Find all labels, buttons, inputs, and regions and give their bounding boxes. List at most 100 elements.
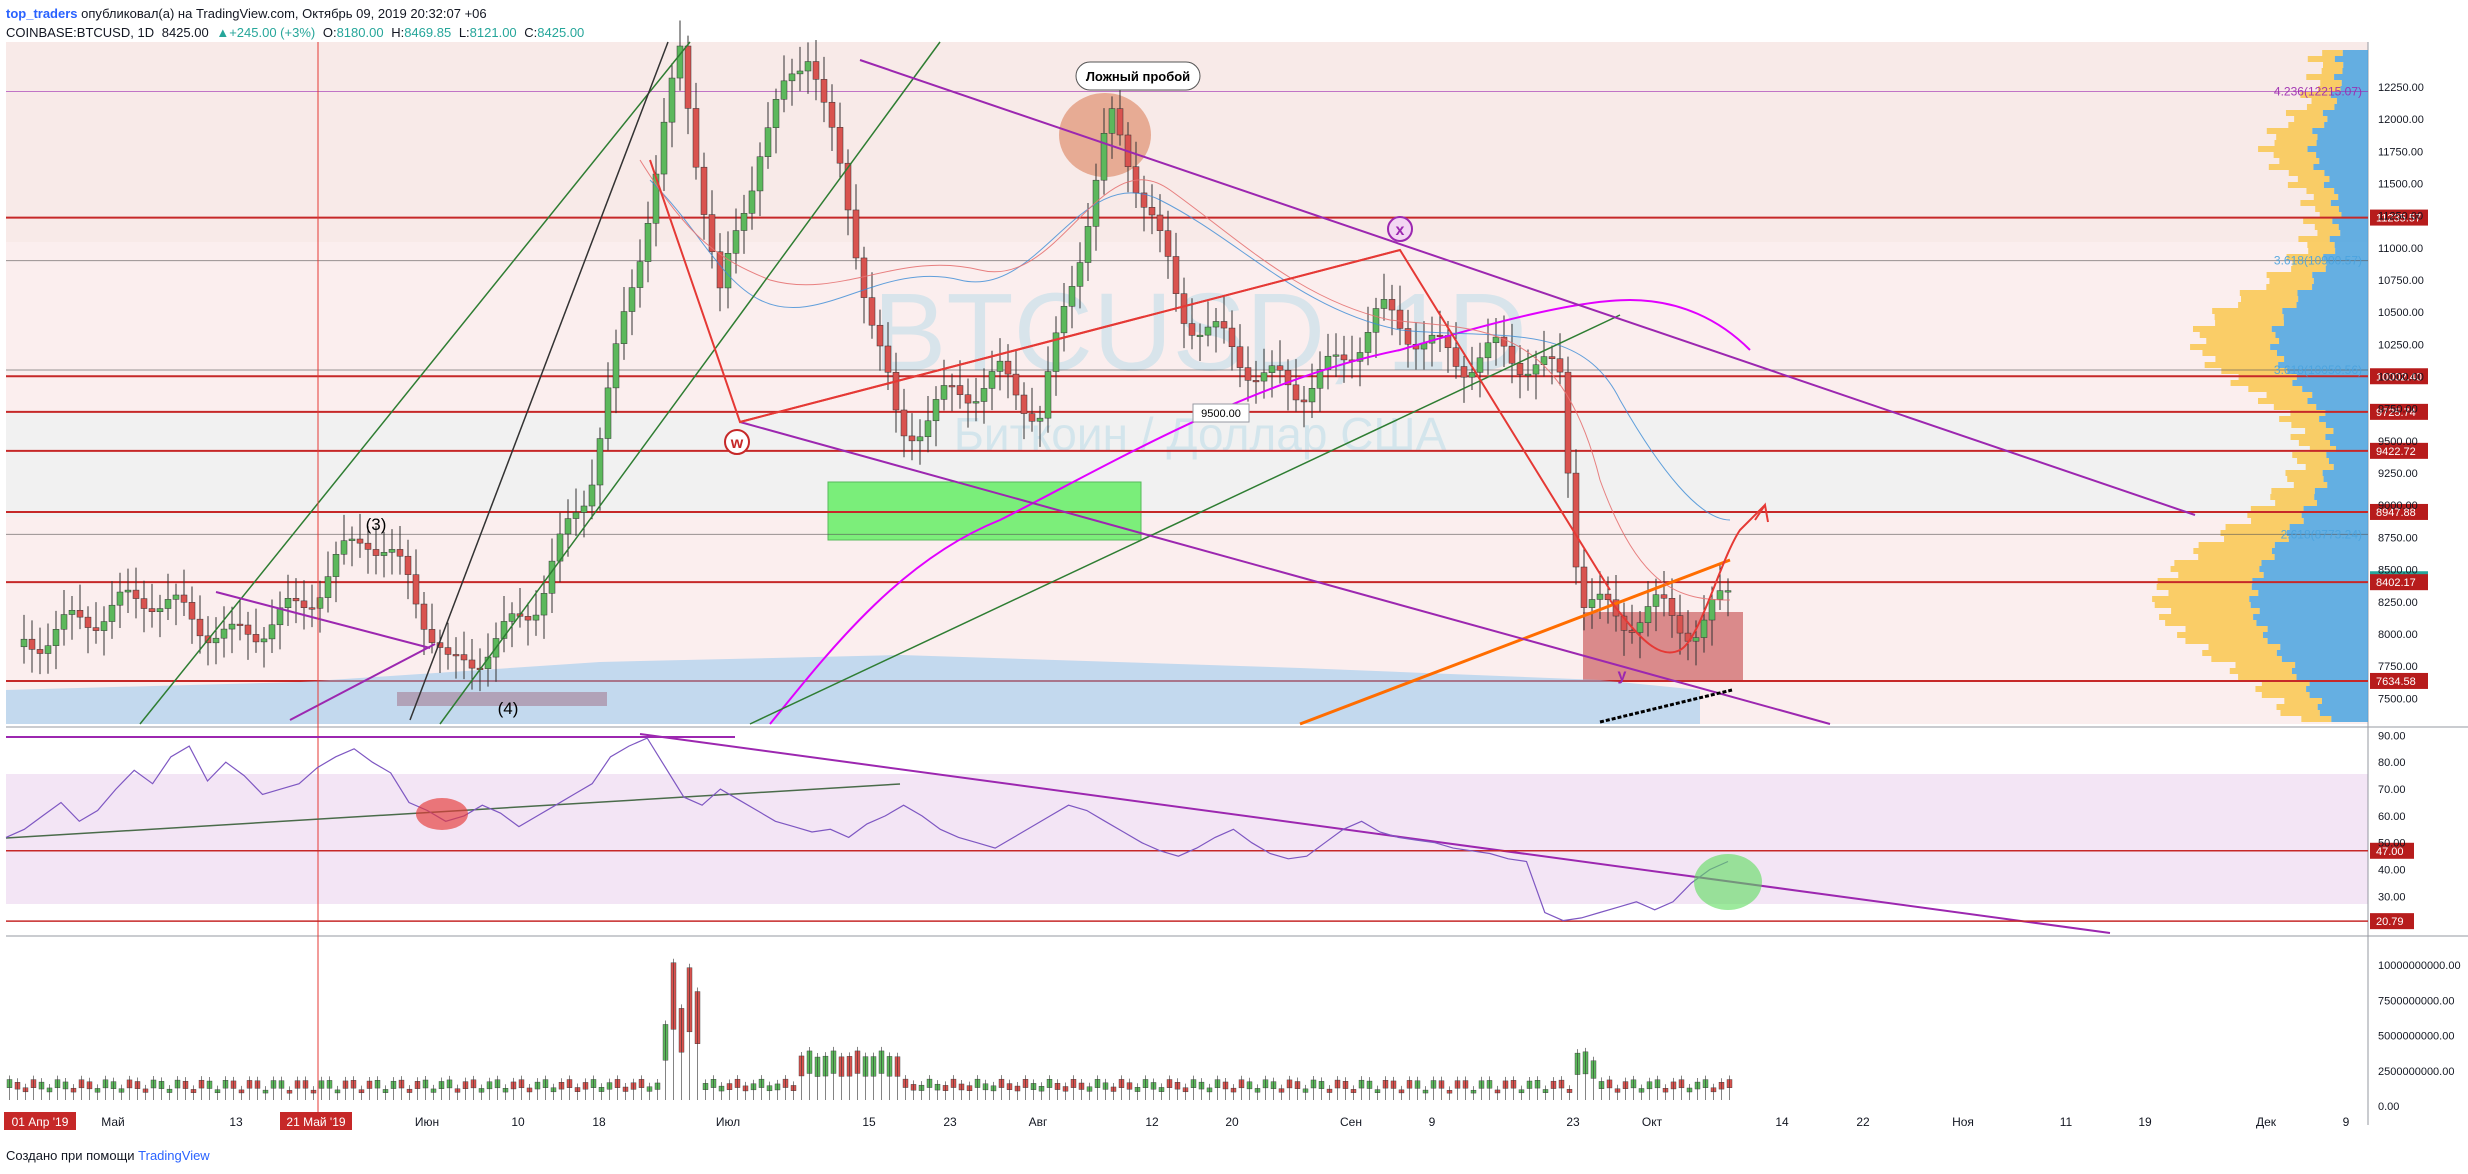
candle-body xyxy=(1452,347,1460,367)
candle-body xyxy=(1724,590,1732,593)
wave-w-marker[interactable]: w xyxy=(724,429,750,455)
candle-body xyxy=(52,629,60,646)
candle-body xyxy=(332,554,340,577)
vp-row-orange xyxy=(2292,260,2327,266)
vp-row-orange xyxy=(2306,74,2335,80)
vp-row-orange xyxy=(2177,632,2264,638)
vp-row-blue xyxy=(2323,182,2368,188)
candle-body xyxy=(1292,384,1300,401)
candle-body xyxy=(1012,373,1020,396)
rsi-down-trendline[interactable] xyxy=(639,733,2111,934)
wxy-path[interactable] xyxy=(649,159,1611,591)
time-axis-label: Окт xyxy=(1642,1115,1663,1129)
time-axis[interactable]: 01 Апр '19 Май 13 21 Май '19 Июн 10 18 Июл 15 23 А… xyxy=(4,1112,2350,1130)
ma-orange-line[interactable] xyxy=(1299,558,1731,726)
projection-arrow[interactable] xyxy=(1609,504,1766,654)
ma-blue-line[interactable] xyxy=(649,179,1731,521)
small-channel-line[interactable] xyxy=(215,591,431,649)
vp-row-blue xyxy=(2338,194,2368,200)
trend-line-green-3[interactable] xyxy=(749,314,1621,725)
trend-line-black[interactable] xyxy=(409,41,669,721)
candle-body xyxy=(812,61,820,80)
time-axis-label: Июл xyxy=(716,1115,740,1129)
vp-row-orange xyxy=(2305,428,2334,434)
low-value: 8121.00 xyxy=(469,25,517,40)
red-range-zone[interactable] xyxy=(1583,612,1743,680)
vp-row-blue xyxy=(2263,572,2368,578)
vp-row-orange xyxy=(2288,170,2325,176)
candle-body xyxy=(844,162,852,211)
candle-body xyxy=(1196,334,1204,337)
wave-4-label[interactable]: (4) xyxy=(498,699,519,718)
channel-lower-line[interactable] xyxy=(739,421,1831,725)
vp-row-blue xyxy=(2319,710,2368,716)
vp-row-blue xyxy=(2288,536,2368,542)
candle-body xyxy=(820,79,828,103)
vp-row-orange xyxy=(2230,380,2293,386)
vp-row-blue xyxy=(2309,680,2368,686)
price-tick-label: 12000.00 xyxy=(2378,114,2424,126)
vp-row-blue xyxy=(2334,188,2368,194)
chart-header: top_traders опубликовал(а) на TradingVie… xyxy=(6,4,1806,44)
candle-body xyxy=(84,616,92,628)
time-axis-label: 19 xyxy=(2138,1115,2152,1129)
vp-row-orange xyxy=(2300,92,2331,98)
price-axis[interactable]: 12250.00 12000.00 11750.00 11500.00 11250.00… xyxy=(2378,82,2424,705)
rsi-green-marker[interactable] xyxy=(1694,854,1762,910)
candle-body xyxy=(1700,619,1708,638)
time-axis-badge xyxy=(280,1112,352,1130)
candle-body xyxy=(1388,299,1396,311)
level-badge xyxy=(2370,403,2428,420)
vp-row-orange xyxy=(2288,122,2325,128)
rsi-axis[interactable]: 90.00 80.00 70.00 60.00 50.00 40.00 30.00 xyxy=(2378,730,2406,903)
vp-row-blue xyxy=(2279,338,2368,344)
candle-body xyxy=(1564,371,1572,474)
wave-y-marker[interactable]: y xyxy=(1618,667,1627,684)
ma-red-line[interactable] xyxy=(639,159,1731,601)
volume-axis[interactable]: 10000000000.00 7500000000.00 5000000000.00… xyxy=(2378,960,2461,1113)
vp-row-orange xyxy=(2287,476,2324,482)
candle-body xyxy=(644,223,652,262)
publish-info: опубликовал(а) на TradingView.com, Октяб… xyxy=(81,6,487,21)
rsi-line[interactable] xyxy=(5,737,1729,922)
candle-body xyxy=(1044,371,1052,419)
channel-upper-line[interactable] xyxy=(859,59,2196,516)
vp-row-blue xyxy=(2253,614,2368,620)
vp-row-orange xyxy=(2255,686,2307,692)
vp-row-orange xyxy=(2275,500,2317,506)
vp-row-blue xyxy=(2332,218,2368,224)
vp-row-blue xyxy=(2330,92,2368,98)
vp-row-orange xyxy=(2279,158,2320,164)
vp-row-blue xyxy=(2303,506,2368,512)
vp-row-orange xyxy=(2307,242,2335,248)
rsi-red-marker[interactable] xyxy=(416,798,468,830)
vp-row-blue xyxy=(2340,230,2368,236)
candle-body xyxy=(460,654,468,661)
price-tag-9500[interactable]: 9500.00 xyxy=(1192,403,1250,423)
candle-body xyxy=(1300,399,1308,403)
vp-row-orange xyxy=(2174,560,2262,566)
author-link[interactable]: top_traders xyxy=(6,6,78,21)
ma-200-line[interactable] xyxy=(769,298,1751,725)
false-breakout-label[interactable]: Ложный пробой xyxy=(1075,61,1201,91)
trend-line-green-2[interactable] xyxy=(439,41,941,725)
candle-body xyxy=(932,399,940,422)
candle-body xyxy=(380,552,388,556)
small-channel-line-2[interactable] xyxy=(289,643,436,721)
rsi-tick-label: 90.00 xyxy=(2378,730,2406,742)
vp-row-blue xyxy=(2249,596,2368,602)
wave-x-marker[interactable]: x xyxy=(1387,216,1413,242)
svg-text:w: w xyxy=(730,435,744,452)
candle-body xyxy=(996,360,1004,372)
candle-body xyxy=(636,261,644,288)
black-dotted-line[interactable] xyxy=(1599,688,1733,724)
candle-body xyxy=(988,371,996,389)
level-label: 11235.57 xyxy=(2376,213,2421,225)
trend-line-green-1[interactable] xyxy=(139,41,691,725)
candle-body xyxy=(388,549,396,553)
tradingview-logo-link[interactable]: TradingView xyxy=(138,1148,210,1163)
vp-row-orange xyxy=(2323,62,2344,68)
wave-3-label[interactable]: (3) xyxy=(366,515,387,534)
candle-body xyxy=(124,589,132,593)
